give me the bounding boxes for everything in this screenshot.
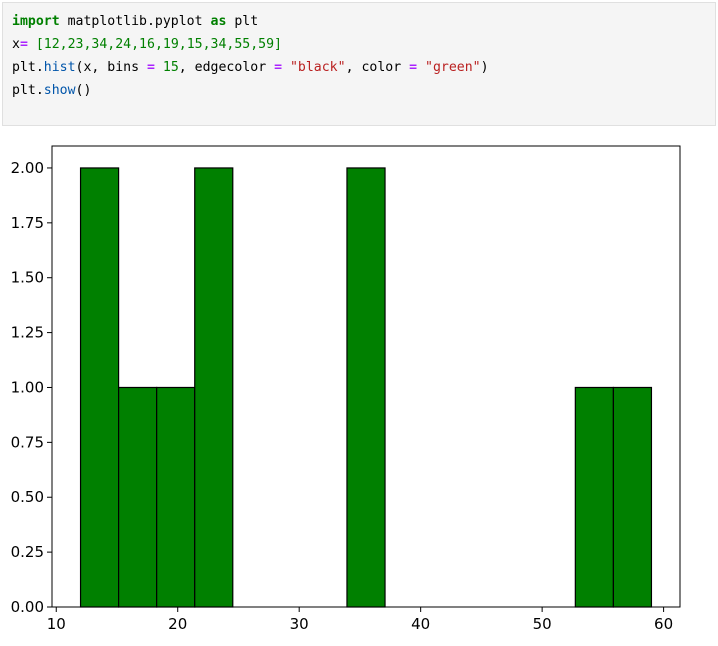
code-token [282, 60, 290, 75]
code-token: = [19, 37, 28, 52]
y-tick-label: 1.00 [11, 378, 44, 396]
cell-output: 10 20 30 40 50 60 0.00 0.25 0.50 0.75 1.00 1.25 1.5… [0, 130, 718, 642]
code-token: import [12, 14, 60, 29]
code-token: 15 [162, 60, 179, 75]
code-token: , color [345, 60, 410, 75]
code-token: x [12, 37, 20, 52]
code-token: ) [480, 60, 489, 75]
histogram-bar [79, 167, 120, 608]
histogram-bar [574, 386, 614, 608]
histogram-bar [346, 167, 386, 608]
code-token: (x, bins [75, 60, 147, 75]
x-tick-label: 30 [290, 615, 309, 633]
code-token: = [409, 60, 418, 75]
code-token [155, 60, 163, 75]
histogram-bar [194, 167, 234, 608]
histogram-bar [156, 386, 196, 608]
code-token: , edgecolor [178, 60, 275, 75]
y-tick-label: 0.25 [11, 543, 44, 561]
x-tick-label: 20 [168, 615, 187, 633]
y-tick-label: 1.75 [11, 214, 44, 232]
code-token: = [147, 60, 155, 75]
code-token: matplotlib.pyplot [59, 14, 211, 29]
histogram-chart: 10 20 30 40 50 60 0.00 0.25 0.50 0.75 1.00 1.25 1.5… [11, 145, 681, 633]
y-axis: 0.00 0.25 0.50 0.75 1.00 1.25 1.50 1.75 2.00 [11, 159, 52, 616]
bars-layer [79, 167, 653, 608]
y-tick-label: 2.00 [11, 159, 44, 177]
y-tick-label: 0.50 [11, 488, 44, 506]
x-tick-label: 60 [654, 615, 673, 633]
code-token: = [274, 60, 283, 75]
code-line-1: import matplotlib.pyplot as plt [12, 10, 706, 33]
histogram-bar [612, 386, 653, 608]
code-token [417, 60, 425, 75]
code-token: hist [43, 60, 76, 75]
axes-frame [51, 145, 681, 608]
code-token: plt. [12, 60, 44, 75]
x-tick-label: 40 [411, 615, 430, 633]
histogram-bar [118, 386, 158, 608]
code-token: plt [226, 14, 259, 29]
code-token: () [75, 83, 92, 98]
y-tick-label: 1.50 [11, 269, 44, 287]
y-tick-label: 0.00 [11, 598, 44, 616]
code-token: plt. [12, 83, 44, 98]
code-token: "black" [289, 60, 346, 75]
y-tick-label: 0.75 [11, 433, 44, 451]
code-line-2: x= [12,23,34,24,16,19,15,34,55,59] [12, 33, 706, 56]
code-token: "green" [425, 60, 481, 75]
x-axis: 10 20 30 40 50 60 [47, 607, 673, 633]
code-line-3: plt.hist(x, bins = 15, edgecolor = "blac… [12, 56, 706, 79]
code-line-4: plt.show() [12, 79, 706, 102]
code-token: [12,23,34,24,16,19,15,34,55,59] [27, 37, 282, 52]
code-cell[interactable]: import matplotlib.pyplot as plt x= [12,2… [2, 2, 716, 126]
y-tick-label: 1.25 [11, 324, 44, 342]
x-tick-label: 50 [533, 615, 552, 633]
x-tick-label: 10 [47, 615, 66, 633]
code-token: show [43, 83, 76, 98]
code-token: as [210, 14, 227, 29]
